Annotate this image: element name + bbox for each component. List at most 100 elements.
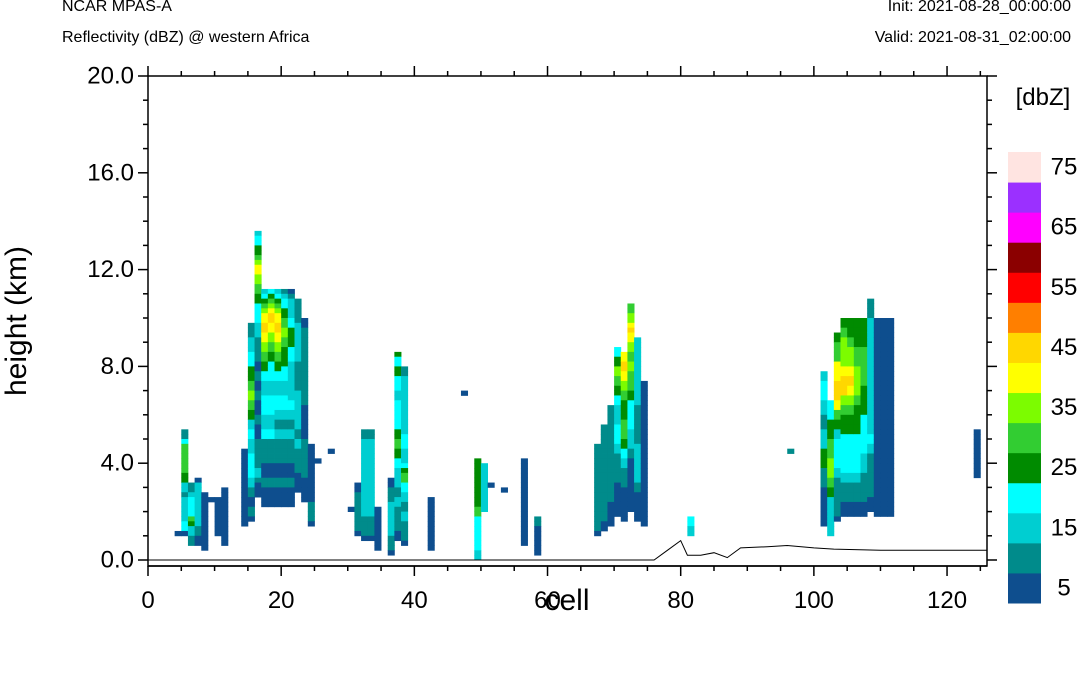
reflectivity-cell — [627, 356, 635, 362]
reflectivity-cell — [287, 439, 295, 445]
reflectivity-cell — [427, 540, 435, 546]
reflectivity-cell — [880, 429, 888, 435]
reflectivity-cell — [254, 376, 262, 382]
reflectivity-cell — [614, 390, 622, 396]
reflectivity-cell — [534, 530, 542, 537]
reflectivity-cell — [534, 545, 542, 551]
reflectivity-cell — [267, 439, 275, 445]
reflectivity-cell — [287, 448, 295, 454]
reflectivity-cell — [867, 322, 875, 329]
reflectivity-cells — [174, 230, 981, 561]
reflectivity-cell — [267, 414, 275, 421]
reflectivity-cell — [267, 327, 275, 333]
reflectivity-cell — [254, 293, 262, 300]
reflectivity-cell — [201, 535, 209, 542]
reflectivity-cell — [847, 409, 855, 416]
x-tick-label: 100 — [794, 587, 834, 614]
reflectivity-cell — [361, 530, 369, 537]
reflectivity-cell — [614, 376, 622, 382]
reflectivity-cell — [241, 497, 249, 503]
reflectivity-cell — [294, 332, 302, 338]
reflectivity-cell — [867, 409, 875, 416]
reflectivity-cell — [620, 448, 628, 454]
reflectivity-cell — [287, 347, 295, 353]
reflectivity-cell — [627, 448, 635, 454]
reflectivity-cell — [287, 322, 295, 329]
reflectivity-cell — [401, 380, 409, 387]
reflectivity-cell — [474, 530, 482, 537]
reflectivity-cell — [267, 371, 275, 377]
reflectivity-cell — [367, 439, 375, 445]
reflectivity-cell — [867, 347, 875, 353]
reflectivity-cell — [274, 318, 282, 324]
reflectivity-cell — [620, 506, 628, 512]
reflectivity-cell — [853, 506, 861, 512]
reflectivity-cell — [614, 400, 622, 406]
reflectivity-cell — [187, 511, 196, 517]
reflectivity-cell — [301, 342, 309, 348]
reflectivity-cell — [860, 318, 868, 324]
reflectivity-cell — [187, 530, 196, 537]
reflectivity-cell — [840, 497, 848, 503]
reflectivity-cell — [840, 414, 848, 421]
reflectivity-cell — [627, 405, 635, 411]
reflectivity-cell — [274, 439, 282, 445]
reflectivity-cell — [181, 506, 189, 512]
reflectivity-cell — [827, 501, 835, 508]
colorbar-label: 5 — [1057, 575, 1070, 602]
reflectivity-cell — [840, 390, 848, 396]
reflectivity-cell — [254, 419, 262, 425]
x-tick-label: 80 — [667, 587, 694, 614]
reflectivity-cell — [820, 506, 828, 512]
reflectivity-cell — [594, 463, 602, 469]
reflectivity-cell — [847, 443, 855, 450]
reflectivity-cell — [267, 443, 275, 450]
reflectivity-cell — [474, 555, 482, 561]
reflectivity-cell — [853, 424, 861, 430]
reflectivity-cell — [261, 303, 269, 309]
reflectivity-cell — [840, 318, 848, 324]
reflectivity-cell — [887, 371, 895, 377]
reflectivity-cell — [401, 434, 409, 440]
reflectivity-cell — [480, 468, 488, 474]
reflectivity-cell — [853, 501, 861, 508]
reflectivity-cell — [387, 516, 395, 522]
reflectivity-cell — [853, 405, 861, 411]
y-tick-label: 12.0 — [87, 256, 134, 283]
reflectivity-cell — [327, 448, 335, 454]
reflectivity-cell — [860, 342, 868, 348]
colorbar-labels: 5 15 25 35 45 55 65 75 — [1051, 154, 1078, 602]
reflectivity-cell — [367, 487, 375, 493]
reflectivity-cell — [887, 497, 895, 503]
reflectivity-cell — [474, 492, 482, 498]
reflectivity-cell — [247, 501, 255, 508]
reflectivity-cell — [833, 477, 841, 483]
reflectivity-cell — [627, 303, 635, 309]
reflectivity-cell — [873, 361, 881, 367]
colorbar-swatch — [1008, 242, 1041, 273]
reflectivity-cell — [241, 477, 249, 483]
colorbar-swatch — [1008, 542, 1041, 574]
reflectivity-cell — [394, 351, 402, 358]
reflectivity-cell — [287, 332, 295, 338]
reflectivity-cell — [534, 521, 542, 527]
reflectivity-cell — [394, 419, 402, 425]
reflectivity-cell — [187, 482, 196, 488]
reflectivity-cell — [833, 419, 841, 425]
reflectivity-cell — [267, 318, 275, 324]
reflectivity-cell — [627, 487, 635, 493]
reflectivity-cell — [474, 521, 482, 527]
reflectivity-cell — [394, 472, 402, 479]
reflectivity-cell — [873, 448, 881, 454]
reflectivity-cell — [247, 477, 255, 483]
reflectivity-cell — [294, 434, 302, 440]
reflectivity-cell — [820, 487, 828, 493]
reflectivity-cell — [827, 414, 835, 421]
reflectivity-cell — [194, 477, 202, 483]
reflectivity-cell — [267, 380, 275, 387]
reflectivity-cell — [614, 419, 622, 425]
reflectivity-cell — [594, 516, 602, 522]
reflectivity-cell — [614, 395, 622, 401]
reflectivity-cell — [254, 443, 262, 450]
reflectivity-cell — [174, 530, 182, 537]
